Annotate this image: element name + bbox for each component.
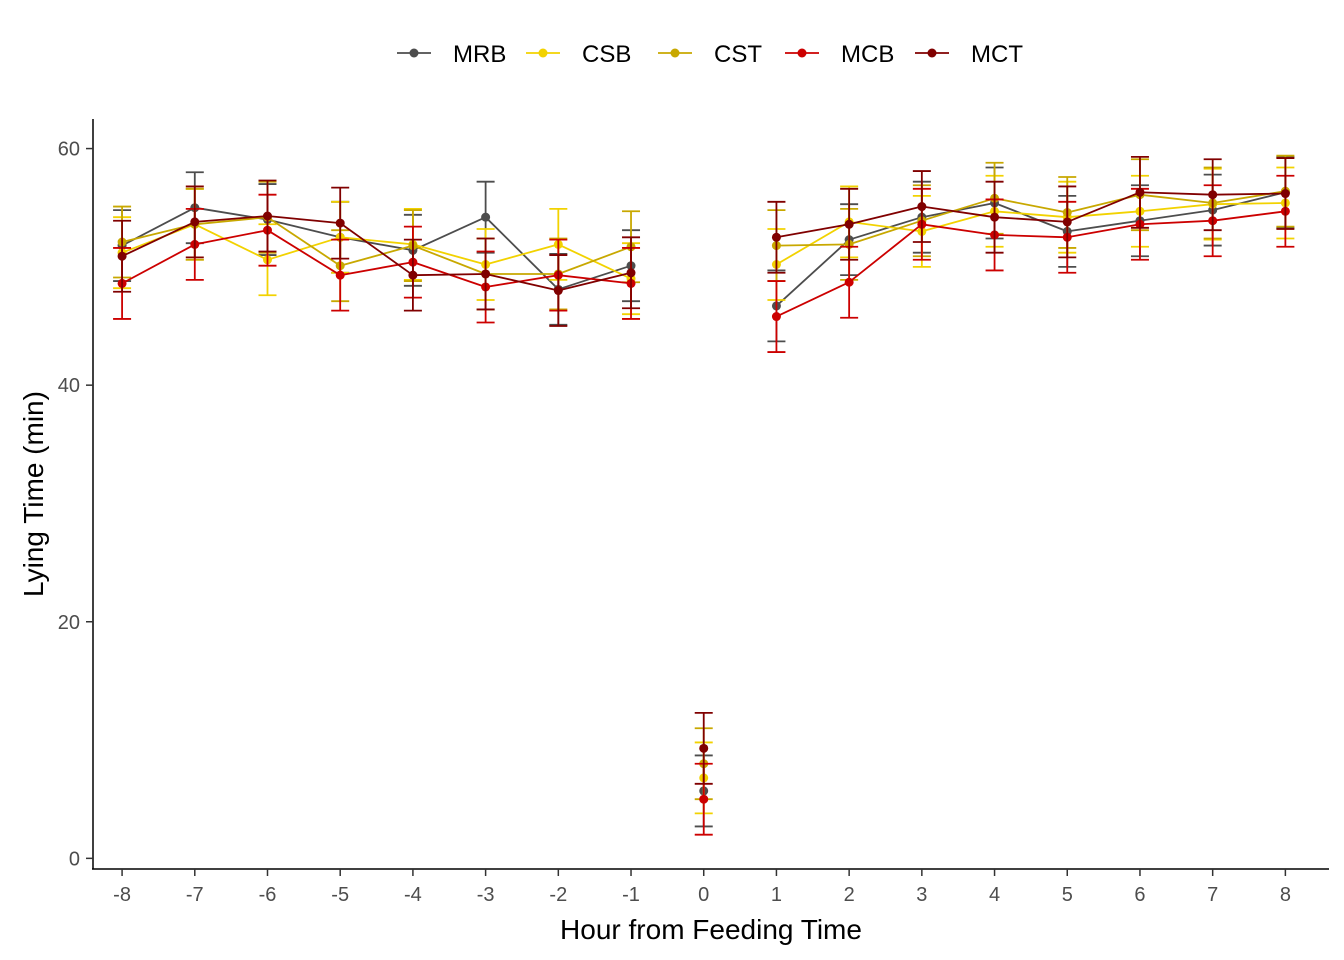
data-point-mcb (699, 794, 709, 804)
data-point-mct (917, 202, 927, 212)
x-tick-label: -7 (186, 884, 204, 906)
data-point-mct (1280, 189, 1290, 199)
x-tick-label: -4 (404, 884, 422, 906)
data-point-mct (408, 270, 418, 280)
legend-item-mct: MCT (915, 41, 1023, 68)
plot-series (113, 154, 1295, 836)
x-tick-label: -1 (622, 884, 640, 906)
data-point-mct (771, 232, 781, 242)
data-point-mct (626, 268, 636, 278)
legend-label-mrb: MRB (453, 41, 506, 68)
x-tick-label: -5 (331, 884, 349, 906)
data-point-mct (1062, 217, 1072, 227)
y-axis-title: Lying Time (min) (18, 391, 49, 597)
series-line-mcb (121, 229, 632, 288)
x-tick-label: -6 (259, 884, 277, 906)
data-point-mrb (481, 212, 491, 222)
x-tick-label: 5 (1062, 884, 1073, 906)
data-point-mct (699, 743, 709, 753)
y-tick-label: 0 (69, 848, 80, 870)
legend: MRB CSB CST MCB MCT (397, 41, 1023, 68)
legend-label-csb: CSB (582, 41, 631, 68)
x-tick-label: -8 (113, 884, 131, 906)
series-line-mcb (776, 210, 1286, 318)
y-tick-label: 60 (58, 139, 80, 161)
legend-swatch-point (409, 48, 419, 58)
legend-label-cst: CST (714, 41, 762, 68)
legend-item-mcb: MCB (785, 41, 894, 68)
data-point-mcb (335, 270, 345, 280)
y-ticks: 0 20 40 60 (58, 139, 93, 870)
data-point-mct (481, 269, 491, 279)
legend-swatch-point (927, 48, 937, 58)
series-line-mct (121, 215, 632, 292)
x-tick-label: 7 (1207, 884, 1218, 906)
data-point-mcb (771, 312, 781, 322)
data-point-mct (190, 217, 200, 227)
x-ticks: -8 -7 -6 -5 -4 -3 -2 -1 0 1 2 3 4 5 6 7 8 (113, 869, 1291, 906)
axes (92, 119, 1329, 870)
x-tick-label: 1 (771, 884, 782, 906)
data-point-mct (1208, 190, 1218, 200)
data-point-mcb (844, 277, 854, 287)
legend-item-mrb: MRB (397, 41, 506, 68)
data-point-mct (262, 211, 272, 221)
series-line-cst (776, 190, 1286, 247)
legend-item-csb: CSB (526, 41, 631, 68)
x-tick-label: 2 (844, 884, 855, 906)
legend-swatch-point (670, 48, 680, 58)
x-tick-label: 6 (1134, 884, 1145, 906)
x-tick-label: 0 (698, 884, 709, 906)
series-line-csb (775, 202, 1286, 266)
legend-swatch-point (797, 48, 807, 58)
series-line-mct (776, 191, 1286, 239)
data-point-mct (1135, 187, 1145, 197)
series-line-mrb (775, 191, 1286, 307)
y-tick-label: 40 (58, 375, 80, 397)
x-tick-label: -3 (477, 884, 495, 906)
x-tick-label: 4 (989, 884, 1000, 906)
data-point-mct (990, 212, 1000, 222)
data-point-mct (335, 218, 345, 228)
series-mct (113, 155, 1295, 785)
data-point-mct (844, 219, 854, 229)
series-line-cst (121, 216, 632, 275)
series-line-csb (121, 223, 632, 280)
data-point-mct (117, 251, 127, 261)
data-point-mct (553, 286, 563, 296)
legend-item-cst: CST (658, 41, 762, 68)
x-tick-label: -2 (549, 884, 567, 906)
legend-label-mcb: MCB (841, 41, 894, 68)
x-tick-label: 8 (1280, 884, 1291, 906)
x-tick-label: 3 (916, 884, 927, 906)
x-axis-title: Hour from Feeding Time (560, 914, 862, 945)
legend-label-mct: MCT (971, 41, 1023, 68)
legend-swatch-point (538, 48, 548, 58)
y-tick-label: 20 (58, 612, 80, 634)
